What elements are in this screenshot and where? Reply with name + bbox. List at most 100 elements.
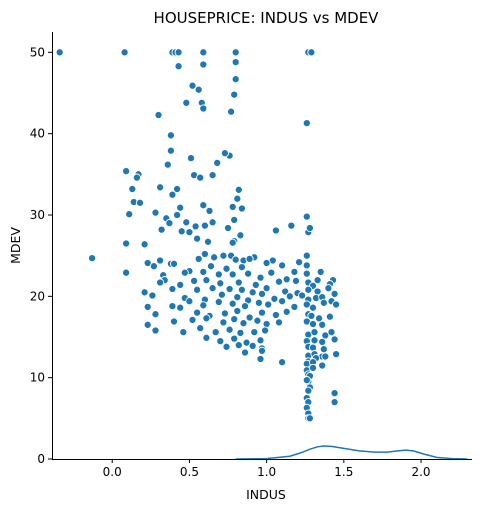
- data-point: [254, 298, 263, 307]
- data-point: [245, 254, 254, 263]
- density-layer: [235, 445, 468, 460]
- data-point: [163, 160, 172, 169]
- data-point: [233, 293, 242, 302]
- y-tick-label: 0: [37, 452, 45, 466]
- data-point: [287, 221, 296, 230]
- data-point: [220, 149, 229, 158]
- data-point: [176, 280, 185, 289]
- data-point: [168, 302, 177, 311]
- data-point: [307, 48, 316, 57]
- data-point: [223, 223, 233, 233]
- data-point: [219, 251, 228, 260]
- data-point: [173, 184, 182, 194]
- data-point: [217, 290, 226, 299]
- data-point: [199, 60, 208, 69]
- data-point: [151, 310, 160, 319]
- data-point: [308, 343, 318, 352]
- data-point: [261, 326, 270, 335]
- data-point: [316, 267, 325, 276]
- data-point: [143, 302, 152, 311]
- data-point: [318, 320, 327, 329]
- data-point: [231, 75, 240, 84]
- data-point: [135, 198, 145, 207]
- data-point: [308, 303, 318, 312]
- chart-title: HOUSEPRICE: INDUS vs MDEV: [154, 9, 380, 27]
- data-point: [213, 158, 222, 167]
- data-point: [208, 284, 217, 293]
- y-axis-label: MDEV: [8, 227, 23, 264]
- data-point: [230, 315, 239, 324]
- data-point: [166, 146, 175, 155]
- data-point: [168, 190, 177, 199]
- data-point: [190, 276, 199, 285]
- data-point: [176, 203, 185, 212]
- data-point: [55, 48, 64, 57]
- data-point: [262, 319, 271, 329]
- data-point: [237, 285, 246, 294]
- data-point: [196, 173, 205, 182]
- data-point: [325, 312, 334, 321]
- points-layer: [55, 48, 341, 423]
- data-point: [262, 284, 271, 293]
- data-point: [240, 302, 250, 311]
- plot-area: [55, 48, 468, 460]
- data-point: [239, 319, 248, 328]
- data-point: [200, 221, 209, 230]
- data-point: [216, 337, 225, 346]
- data-point: [122, 167, 131, 176]
- data-point: [253, 316, 262, 325]
- data-point: [143, 258, 152, 268]
- data-point: [149, 262, 158, 271]
- data-point: [231, 255, 240, 264]
- data-point: [248, 341, 257, 350]
- data-point: [228, 238, 237, 247]
- data-point: [324, 284, 333, 293]
- data-point: [302, 269, 311, 278]
- data-point: [313, 276, 322, 285]
- data-point: [194, 85, 203, 94]
- data-point: [234, 278, 243, 287]
- data-point: [148, 291, 157, 300]
- data-point: [202, 276, 211, 285]
- y-tick-label: 40: [30, 127, 45, 141]
- data-point: [282, 275, 291, 284]
- data-point: [210, 253, 219, 262]
- y-tick-label: 20: [30, 289, 45, 303]
- data-point: [219, 318, 228, 327]
- data-point: [234, 185, 243, 194]
- data-point: [257, 289, 267, 298]
- data-point: [188, 315, 197, 324]
- data-point: [234, 341, 243, 350]
- data-point: [194, 254, 203, 263]
- data-point: [319, 298, 328, 307]
- data-point: [122, 239, 131, 248]
- data-point: [228, 270, 237, 279]
- data-point: [174, 62, 183, 71]
- data-point: [278, 358, 287, 367]
- data-point: [256, 336, 265, 345]
- data-point: [242, 338, 251, 347]
- data-point: [230, 334, 239, 343]
- data-point: [332, 350, 341, 359]
- data-point: [222, 342, 231, 351]
- data-point: [233, 194, 242, 203]
- data-point: [225, 284, 234, 294]
- data-point: [203, 237, 213, 246]
- data-point: [281, 287, 290, 296]
- data-point: [143, 320, 152, 329]
- data-point: [256, 354, 265, 364]
- data-point: [125, 210, 134, 219]
- data-point: [225, 325, 234, 334]
- y-tick-label: 10: [30, 371, 45, 385]
- data-point: [156, 183, 165, 192]
- data-point: [302, 119, 311, 128]
- x-tick-label: 1.5: [334, 465, 353, 479]
- data-point: [205, 206, 214, 215]
- data-point: [120, 48, 129, 57]
- data-point: [202, 314, 211, 323]
- data-point: [140, 288, 149, 297]
- data-point: [274, 318, 284, 327]
- data-point: [318, 361, 327, 370]
- x-tick-label: 0.5: [180, 465, 199, 479]
